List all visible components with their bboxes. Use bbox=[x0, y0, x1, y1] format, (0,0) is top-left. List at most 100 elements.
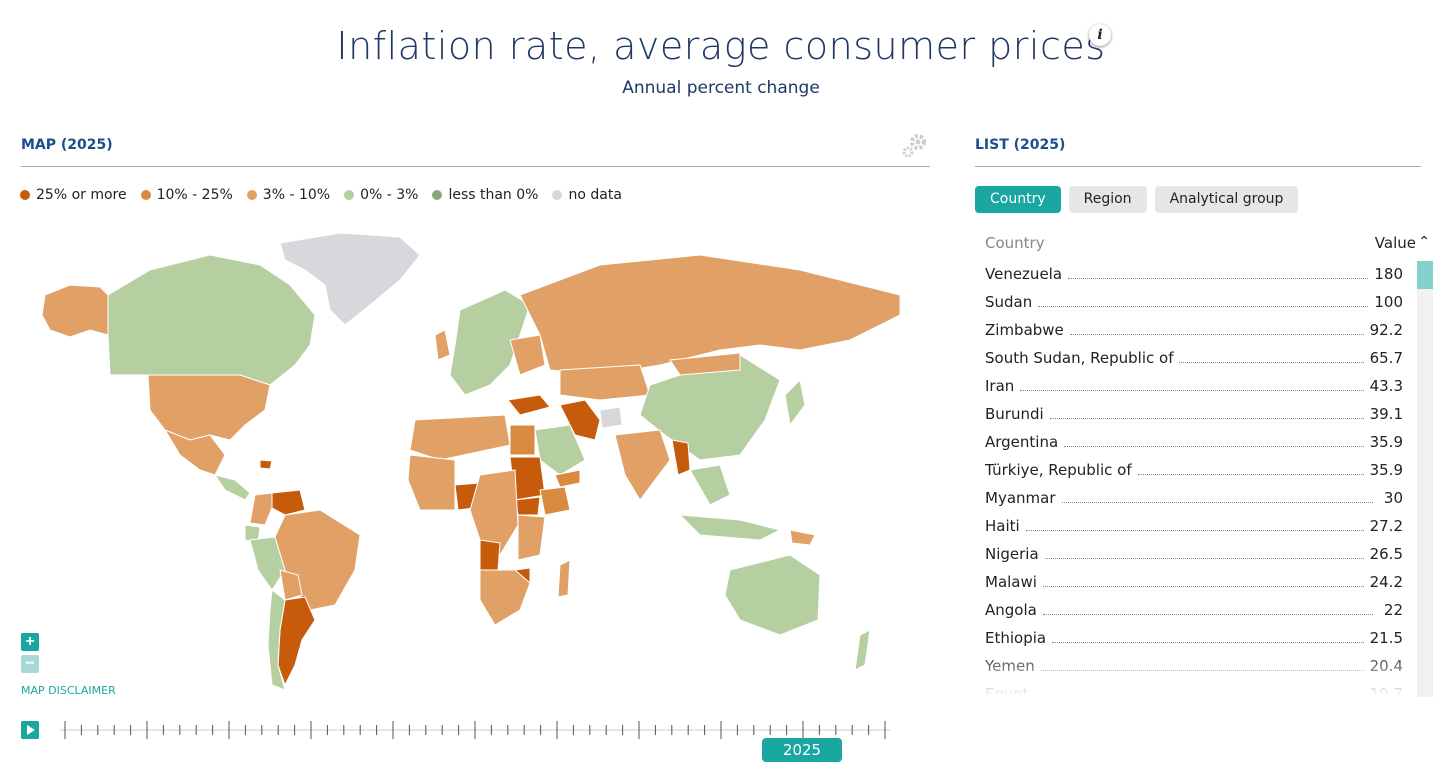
legend-label: 10% - 25% bbox=[156, 187, 233, 203]
country-chile bbox=[267, 589, 286, 691]
country-value: 43.3 bbox=[1369, 377, 1403, 395]
country-value: 180 bbox=[1374, 265, 1403, 283]
country-venezuela bbox=[271, 489, 306, 516]
country-eastern-europe bbox=[509, 334, 546, 376]
country-png bbox=[789, 529, 816, 546]
page-title: Inflation rate, average consumer prices bbox=[336, 24, 1106, 68]
dotted-leader bbox=[1042, 613, 1373, 615]
list-scrollbar[interactable] bbox=[1417, 261, 1433, 697]
list-item[interactable]: Egypt 19.7 bbox=[985, 680, 1403, 696]
list-item[interactable]: Iran 43.3 bbox=[985, 372, 1403, 400]
country-value: 21.5 bbox=[1369, 629, 1403, 647]
legend-dot bbox=[246, 190, 257, 200]
country-central-america bbox=[213, 474, 251, 501]
country-name: Iran bbox=[985, 377, 1015, 395]
country-colombia bbox=[249, 492, 273, 526]
dotted-leader bbox=[1049, 417, 1364, 419]
dotted-leader bbox=[1179, 361, 1364, 363]
country-value: 35.9 bbox=[1369, 461, 1403, 479]
legend-item-3-10[interactable]: 3% - 10% bbox=[246, 187, 330, 203]
country-southern-africa bbox=[479, 569, 531, 626]
tab-analytical-group[interactable]: Analytical group bbox=[1154, 186, 1299, 213]
country-alaska bbox=[41, 284, 109, 338]
list-item[interactable]: Angola 22 bbox=[985, 596, 1403, 624]
tab-country[interactable]: Country bbox=[975, 186, 1061, 213]
dotted-leader bbox=[1025, 529, 1364, 531]
country-afghanistan bbox=[599, 406, 623, 429]
list-item[interactable]: Venezuela 180 bbox=[985, 260, 1403, 288]
selected-year-badge[interactable]: 2025 bbox=[762, 738, 842, 762]
dotted-leader bbox=[1137, 473, 1364, 475]
country-india bbox=[614, 429, 671, 501]
column-value-header[interactable]: Value bbox=[1374, 234, 1416, 252]
map-disclaimer-link[interactable]: MAP DISCLAIMER bbox=[21, 684, 116, 697]
info-icon[interactable]: i bbox=[1089, 24, 1111, 46]
list-item[interactable]: Ethiopia 21.5 bbox=[985, 624, 1403, 652]
dotted-leader bbox=[1042, 585, 1364, 587]
legend-label: less than 0% bbox=[448, 187, 539, 203]
list-item[interactable]: Haiti 27.2 bbox=[985, 512, 1403, 540]
play-icon[interactable] bbox=[21, 721, 39, 739]
country-north-africa bbox=[409, 414, 511, 461]
country-value: 65.7 bbox=[1369, 349, 1403, 367]
list-item[interactable]: Nigeria 26.5 bbox=[985, 540, 1403, 568]
list-item[interactable]: Türkiye, Republic of 35.9 bbox=[985, 456, 1403, 484]
list-item[interactable]: Myanmar 30 bbox=[985, 484, 1403, 512]
list-item[interactable]: Yemen 20.4 bbox=[985, 652, 1403, 680]
country-value: 27.2 bbox=[1369, 517, 1403, 535]
country-name: Angola bbox=[985, 601, 1037, 619]
country-kazakhstan bbox=[559, 364, 651, 401]
list-item[interactable]: Burundi 39.1 bbox=[985, 400, 1403, 428]
chevron-up-icon[interactable]: ⌃ bbox=[1418, 234, 1430, 250]
column-country-header[interactable]: Country bbox=[985, 234, 1045, 252]
country-name: Türkiye, Republic of bbox=[985, 461, 1132, 479]
gear-icon[interactable] bbox=[900, 132, 930, 160]
country-se-asia bbox=[689, 464, 731, 506]
legend-dot bbox=[552, 190, 563, 200]
year-timeline[interactable] bbox=[60, 720, 890, 740]
country-greenland bbox=[279, 232, 421, 326]
map-divider bbox=[21, 166, 930, 167]
country-name: Nigeria bbox=[985, 545, 1039, 563]
country-usa bbox=[147, 374, 271, 441]
legend-item-0-3[interactable]: 0% - 3% bbox=[344, 187, 418, 203]
dotted-leader bbox=[1044, 557, 1364, 559]
country-value: 19.7 bbox=[1369, 685, 1403, 696]
list-divider bbox=[975, 166, 1421, 167]
scroll-thumb[interactable] bbox=[1417, 261, 1433, 289]
dotted-leader bbox=[1068, 277, 1369, 279]
country-indonesia bbox=[678, 514, 782, 541]
country-saudi bbox=[534, 424, 586, 476]
country-egypt bbox=[509, 424, 536, 456]
legend-dot bbox=[20, 190, 30, 200]
list-item[interactable]: Argentina 35.9 bbox=[985, 428, 1403, 456]
zoom-in-button[interactable]: + bbox=[21, 633, 39, 651]
dotted-leader bbox=[1052, 641, 1364, 643]
country-ethiopia bbox=[539, 486, 571, 516]
map-section-title: MAP (2025) bbox=[21, 137, 113, 153]
legend-label: 25% or more bbox=[36, 187, 127, 203]
dotted-leader bbox=[1038, 305, 1369, 307]
legend-item-10-25[interactable]: 10% - 25% bbox=[140, 187, 233, 203]
tab-region[interactable]: Region bbox=[1068, 186, 1147, 213]
country-myanmar bbox=[671, 439, 691, 476]
legend-item-below-0[interactable]: less than 0% bbox=[432, 187, 538, 203]
list-item[interactable]: Malawi 24.2 bbox=[985, 568, 1403, 596]
list-item[interactable]: South Sudan, Republic of 65.7 bbox=[985, 344, 1403, 372]
country-central-africa bbox=[469, 469, 519, 556]
country-canada bbox=[107, 254, 316, 386]
country-angola bbox=[479, 539, 501, 571]
country-name: South Sudan, Republic of bbox=[985, 349, 1174, 367]
country-name: Sudan bbox=[985, 293, 1033, 311]
dotted-leader bbox=[1020, 389, 1364, 391]
country-value: 26.5 bbox=[1369, 545, 1403, 563]
list-item[interactable]: Sudan 100 bbox=[985, 288, 1403, 316]
world-map[interactable] bbox=[40, 225, 920, 705]
legend-item-no-data[interactable]: no data bbox=[552, 187, 622, 203]
list-item[interactable]: Zimbabwe 92.2 bbox=[985, 316, 1403, 344]
legend-item-25-plus[interactable]: 25% or more bbox=[20, 187, 127, 203]
country-europe bbox=[449, 289, 531, 396]
zoom-out-button[interactable]: − bbox=[21, 655, 39, 673]
country-uk bbox=[434, 329, 451, 361]
dotted-leader bbox=[1040, 669, 1364, 671]
